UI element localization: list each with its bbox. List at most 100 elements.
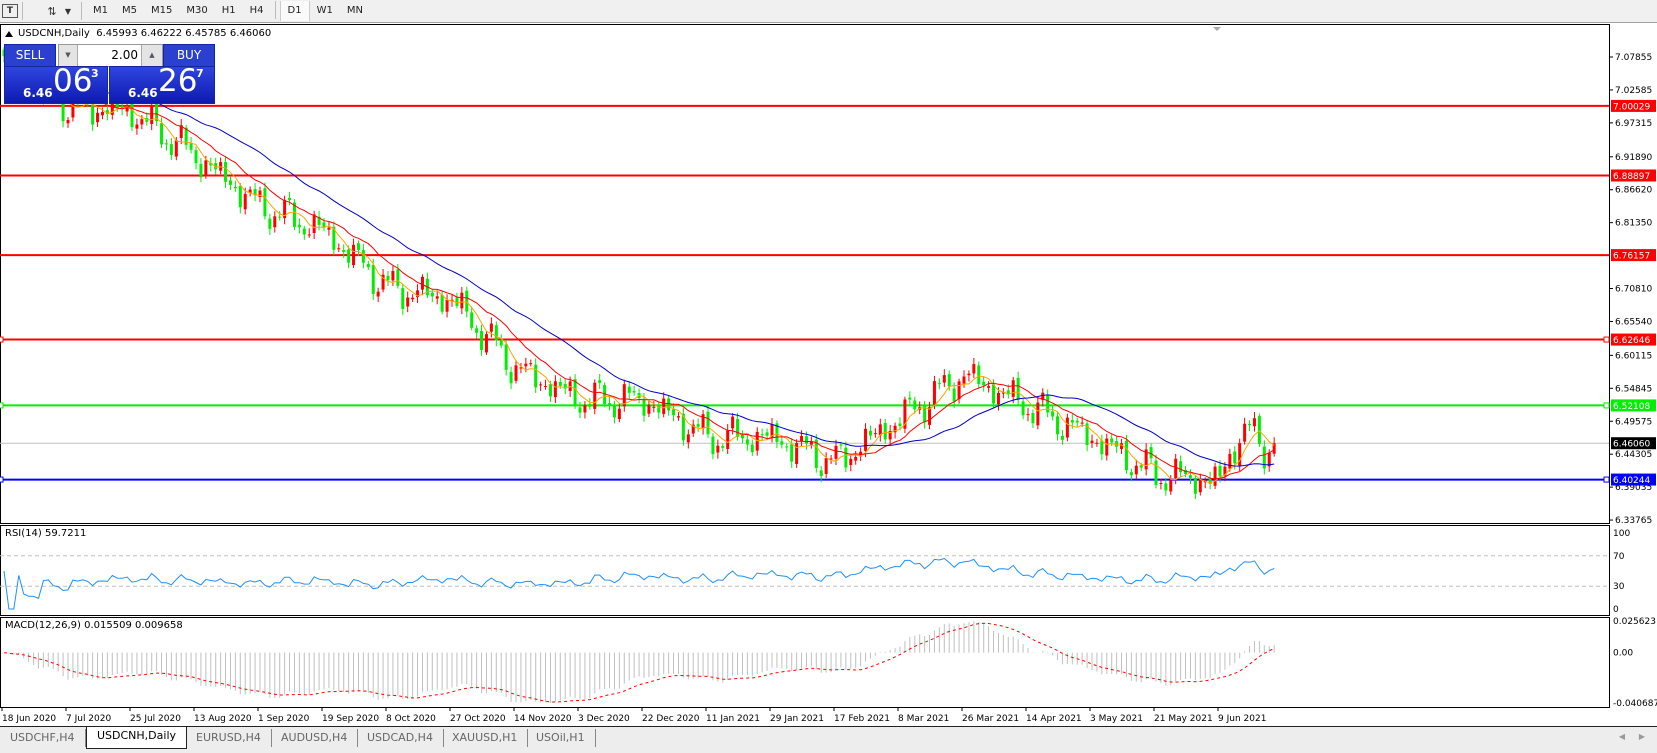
macd-pane: [0, 617, 1610, 708]
level-price-badge: [1611, 99, 1656, 112]
collapse-triangle-icon[interactable]: [5, 31, 13, 37]
level-handle[interactable]: [0, 336, 4, 343]
tab-xauusd-h1[interactable]: XAUUSD,H1: [442, 729, 529, 747]
level-handle[interactable]: [1603, 476, 1610, 483]
chart-shift-marker-icon[interactable]: [1213, 27, 1221, 31]
timeframe-h1[interactable]: H1: [221, 5, 236, 16]
timeframe-h4[interactable]: H4: [249, 5, 264, 16]
candle-body: [1144, 449, 1148, 470]
level-price-badge: [1611, 399, 1656, 412]
candle-body: [1110, 438, 1114, 443]
price-pane: [0, 24, 1610, 524]
candle-body: [696, 424, 700, 427]
candle-body: [750, 444, 754, 453]
candle-body: [1080, 422, 1084, 424]
candle-body: [996, 392, 1000, 405]
chevron-down-icon[interactable]: ▼: [64, 6, 72, 16]
timeframe-m1[interactable]: M1: [93, 5, 108, 16]
level-handle[interactable]: [0, 476, 4, 483]
candle-body: [1046, 394, 1050, 413]
toolbar-separator: [274, 1, 276, 19]
macd-tick-label: -0.040687: [1613, 699, 1657, 709]
line-tools-icon[interactable]: ⇅: [47, 4, 57, 18]
candle-body: [224, 162, 228, 182]
candle-body: [391, 270, 395, 281]
moving-average-line: [3, 55, 1275, 467]
candle-body: [455, 297, 459, 306]
timeframe-d1[interactable]: D1: [279, 1, 310, 21]
candle-body: [785, 446, 789, 448]
candle-body: [681, 413, 685, 441]
price-tick-label: 6.39035: [1615, 483, 1652, 493]
price-tick-label: 6.44305: [1615, 450, 1652, 460]
date-tick-label: 22 Dec 2020: [642, 714, 700, 724]
sell-price-prefix: 6.46: [23, 86, 53, 100]
price-tick-label: 6.49575: [1615, 417, 1652, 427]
level-price-badge: [1611, 249, 1656, 262]
level-handle[interactable]: [1603, 336, 1610, 343]
timeframe-w1[interactable]: W1: [316, 5, 333, 16]
macd-label: MACD(12,26,9) 0.015509 0.009658: [5, 620, 183, 631]
candle-body: [1238, 443, 1242, 466]
candle-body: [278, 216, 282, 218]
candle-body: [755, 431, 759, 451]
candle-body: [366, 263, 370, 268]
lot-decrease-button[interactable]: ▼: [59, 45, 78, 66]
candle-body: [96, 112, 100, 123]
price-tick-label: 6.86620: [1615, 186, 1652, 196]
tab-usdcad-h4[interactable]: USDCAD,H4: [357, 729, 444, 747]
candle-body: [804, 436, 808, 444]
lot-increase-button[interactable]: ▲: [141, 45, 162, 66]
tab-eurusd-h4[interactable]: EURUSD,H4: [186, 729, 272, 747]
tab-usdcnh-daily[interactable]: USDCNH,Daily: [86, 727, 188, 749]
tab-usoil-h1[interactable]: USOil,H1: [526, 729, 596, 747]
tab-usdchf-h4[interactable]: USDCHF,H4: [0, 729, 86, 747]
candle-body: [864, 428, 868, 451]
sell-price-big: 06: [53, 63, 93, 99]
candle-body: [770, 424, 774, 438]
candle-body: [987, 386, 991, 388]
scroll-right-button[interactable]: ▶: [1638, 732, 1645, 741]
timeframe-mn[interactable]: MN: [346, 5, 363, 16]
candle-body: [908, 397, 912, 400]
candle-body: [376, 291, 380, 297]
buy-button[interactable]: BUY: [163, 44, 215, 67]
price-tick-label: 6.81350: [1615, 219, 1652, 229]
candle-body: [617, 408, 621, 420]
lot-size-input[interactable]: 2.00: [111, 48, 138, 62]
timeframe-m30[interactable]: M30: [186, 5, 208, 16]
text-tool-icon[interactable]: T: [2, 4, 18, 18]
candle-body: [913, 400, 917, 410]
candle-body: [499, 340, 503, 346]
candle-body: [1169, 480, 1173, 492]
timeframe-m15[interactable]: M15: [151, 5, 173, 16]
moving-average-line: [3, 55, 1275, 484]
candle-body: [219, 162, 223, 171]
date-tick-label: 27 Oct 2020: [450, 714, 506, 724]
price-tick-label: 6.33765: [1615, 516, 1652, 526]
tab-audusd-h4[interactable]: AUDUSD,H4: [271, 729, 359, 747]
sell-price-box[interactable]: 6.46 06 3: [4, 63, 108, 104]
candle-body: [1100, 440, 1104, 455]
candle-body: [445, 299, 449, 312]
timeframe-m5[interactable]: M5: [122, 5, 137, 16]
scroll-left-button[interactable]: ◀: [1618, 732, 1625, 741]
candle-body: [1272, 443, 1276, 454]
chart-tabs-bar: ◀ ▶ USDCHF,H4 USDCNH,Daily EURUSD,H4 AUDUSD…: [0, 726, 1657, 753]
buy-price-prefix: 6.46: [128, 86, 158, 100]
candle-body: [1193, 477, 1197, 494]
ohlc-low: 6.45785: [185, 28, 227, 39]
buy-price-box[interactable]: 6.46 26 7: [109, 63, 215, 104]
date-tick-label: 17 Feb 2021: [834, 714, 890, 724]
date-tick-label: 3 Dec 2020: [578, 714, 630, 724]
level-handle[interactable]: [0, 402, 4, 409]
sell-button[interactable]: SELL: [4, 44, 56, 67]
candle-body: [760, 434, 764, 436]
candle-body: [204, 160, 208, 176]
level-handle[interactable]: [1603, 402, 1610, 409]
candle-body: [800, 436, 804, 442]
ohlc-high: 6.46222: [140, 28, 183, 39]
candle-body: [1243, 423, 1247, 442]
date-tick-label: 25 Jul 2020: [130, 714, 181, 724]
